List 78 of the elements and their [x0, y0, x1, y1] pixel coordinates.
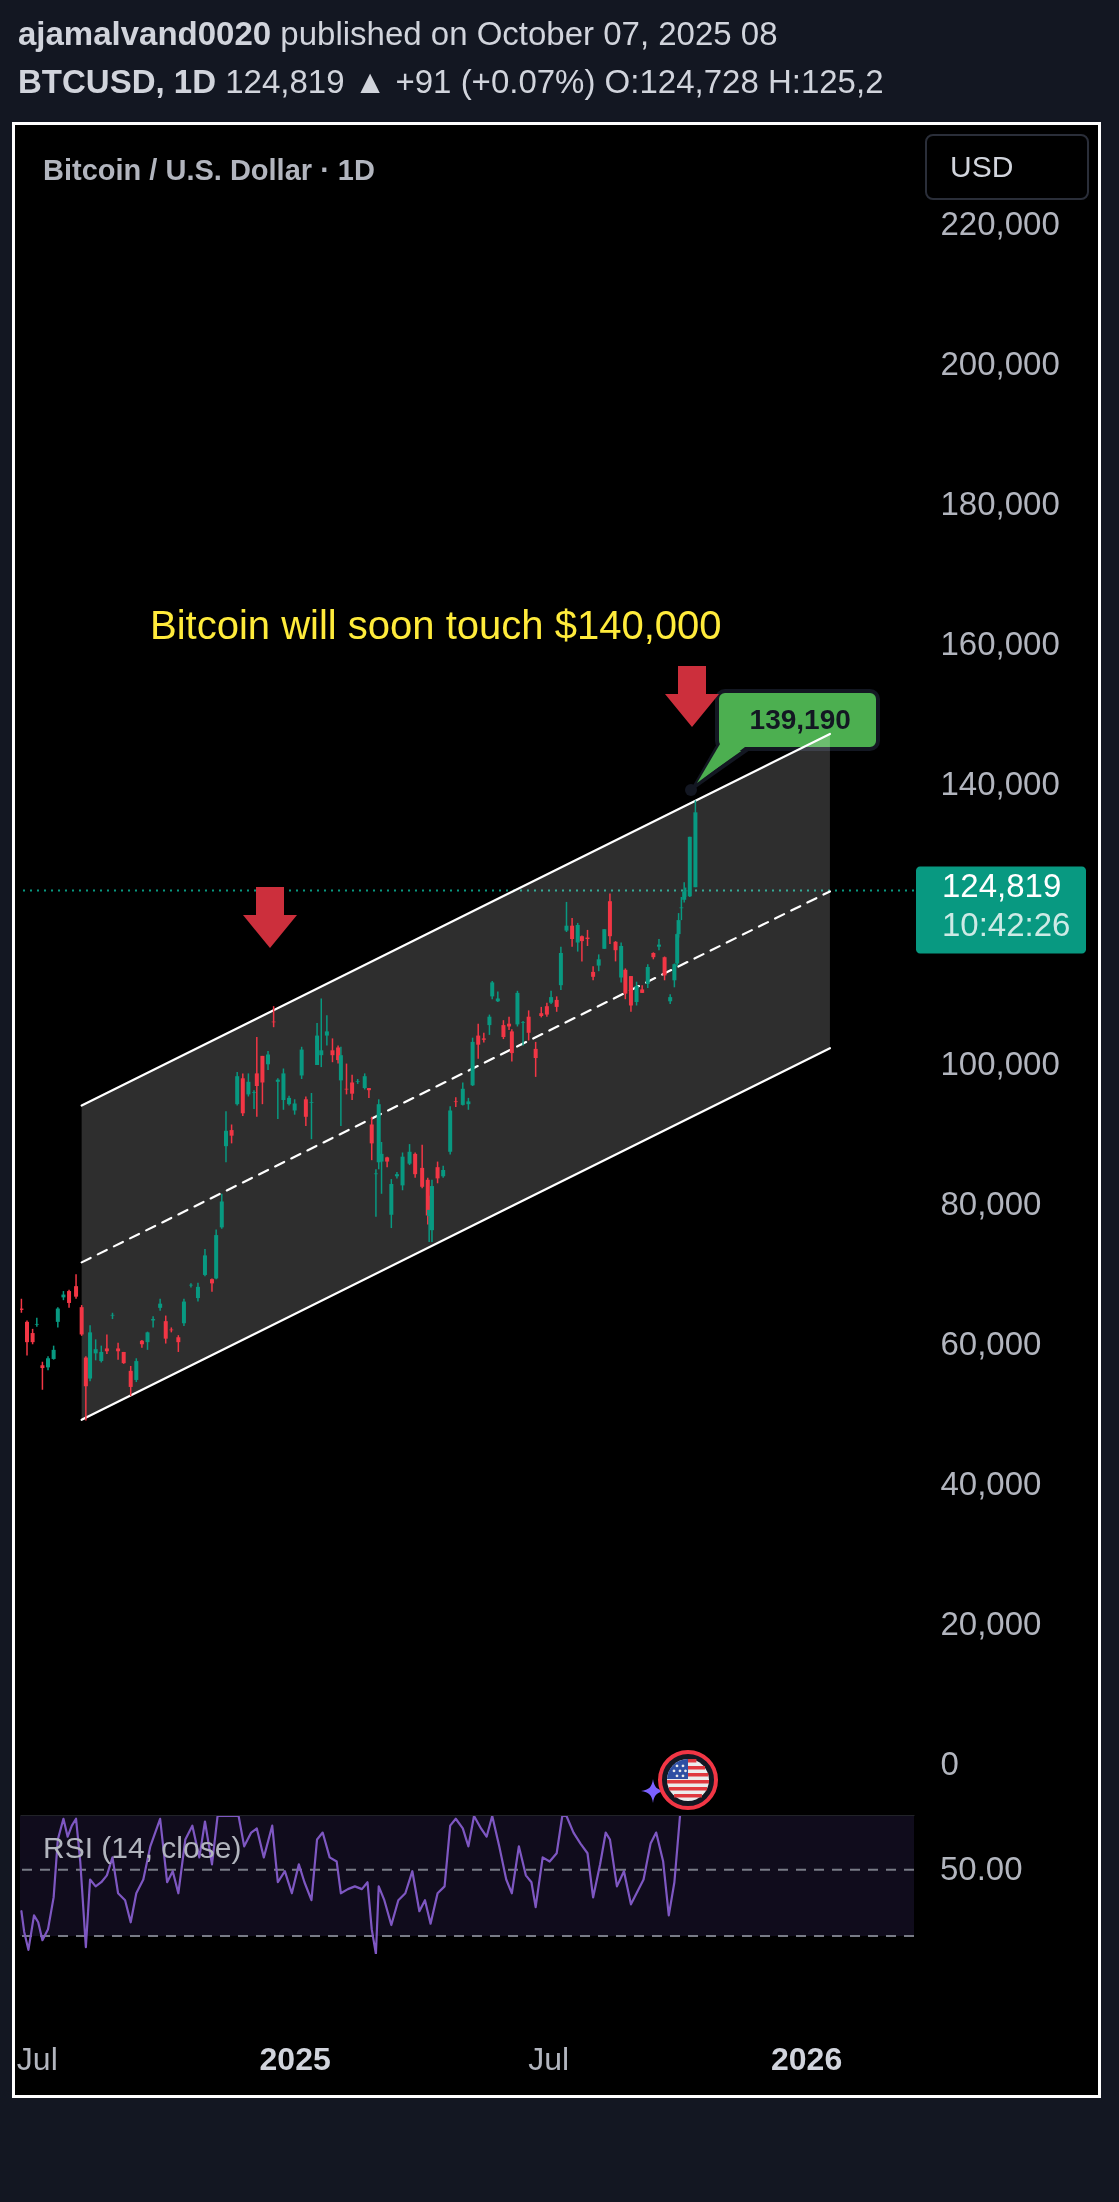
- chart-subtitle: BTCUSD, 1D 124,819 ▲ +91 (+0.07%) O:124,728 H:125,2: [18, 62, 884, 102]
- y-tick-label: 20,000: [940, 1604, 1042, 1642]
- y-tick-label: 60,000: [940, 1324, 1042, 1362]
- text: 10:42:26: [942, 905, 1071, 943]
- candlestick: [134, 1357, 139, 1383]
- candlestick: [634, 980, 639, 1007]
- candlestick: [373, 1168, 378, 1218]
- candlestick: [645, 963, 650, 989]
- candlestick: [487, 1013, 492, 1036]
- candlestick: [420, 1144, 425, 1189]
- y-tick-label: 80,000: [940, 1184, 1042, 1222]
- y-tick-label: 140,000: [940, 764, 1060, 802]
- y-tick-label: 0: [940, 1744, 959, 1782]
- candlestick: [564, 901, 569, 933]
- annotation: Bitcoin will soon touch $140,000: [150, 602, 722, 649]
- candlestick: [526, 1009, 531, 1042]
- text: ajamalvand0020 published on October 07, 2025 08: [18, 14, 778, 54]
- candlestick: [55, 1306, 60, 1329]
- x-tick-label: Jul: [528, 2040, 570, 2077]
- ref-line-label: 124,819: [942, 866, 1062, 904]
- y-tick-label: 180,000: [940, 484, 1060, 522]
- candlestick: [266, 1050, 271, 1071]
- candlestick: [40, 1361, 45, 1391]
- candlestick: [481, 1032, 486, 1044]
- candlestick: [202, 1248, 207, 1278]
- candlestick: [246, 1072, 251, 1098]
- candlestick: [336, 1044, 341, 1065]
- candlestick: [181, 1298, 186, 1327]
- candlestick: [495, 990, 500, 1003]
- candlestick: [501, 1019, 506, 1040]
- candlestick: [350, 1074, 355, 1101]
- candlestick: [570, 917, 575, 948]
- candlestick: [533, 1041, 538, 1078]
- y-axis-title: USD: [950, 149, 1014, 185]
- candlestick: [623, 967, 628, 1000]
- candlestick: [104, 1333, 109, 1355]
- candlestick: [656, 938, 661, 951]
- candlestick: [407, 1143, 412, 1166]
- y-tick-label: 40,000: [940, 1464, 1042, 1502]
- candlestick: [34, 1316, 39, 1328]
- candlestick: [223, 1110, 228, 1164]
- y-tick-label: 220,000: [940, 204, 1060, 242]
- candlestick: [490, 980, 495, 1000]
- candlestick: [163, 1314, 168, 1345]
- candlestick: [303, 1095, 308, 1127]
- candlestick: [613, 940, 618, 963]
- candlestick: [116, 1342, 121, 1361]
- candlestick: [324, 1014, 329, 1047]
- candlestick: [435, 1160, 440, 1185]
- y-tick-label: 100,000: [940, 1044, 1060, 1082]
- x-tick-label: Jul: [16, 2040, 58, 2077]
- candlestick: [309, 1092, 314, 1140]
- candlestick: [413, 1151, 418, 1179]
- candlestick: [476, 1022, 481, 1060]
- candlestick: [453, 1096, 458, 1108]
- candlestick: [575, 922, 580, 953]
- candlestick: [25, 1319, 30, 1357]
- candlestick: [366, 1087, 371, 1099]
- candlestick: [128, 1365, 133, 1397]
- candlestick: [195, 1281, 200, 1303]
- candlestick: [229, 1123, 234, 1145]
- annotation: 139,190: [749, 703, 851, 735]
- y-tick-label: 160,000: [940, 624, 1060, 662]
- candlestick: [330, 1037, 335, 1063]
- x-tick-label: 2025: [259, 2040, 331, 2077]
- candlestick: [252, 1089, 257, 1110]
- text: Bitcoin / U.S. Dollar · 1D: [43, 152, 375, 188]
- candlestick: [209, 1277, 214, 1293]
- candlestick: [74, 1273, 79, 1300]
- candlestick: [319, 997, 324, 1068]
- candlestick: [602, 928, 607, 950]
- y-tick-label: 200,000: [940, 344, 1060, 382]
- candlestick: [521, 1020, 526, 1047]
- text: 50.00: [940, 1849, 1023, 1887]
- x-tick-label: 2026: [771, 2040, 843, 2077]
- candlestick: [67, 1288, 72, 1309]
- candlestick: [369, 1116, 374, 1161]
- candlestick: [579, 934, 584, 963]
